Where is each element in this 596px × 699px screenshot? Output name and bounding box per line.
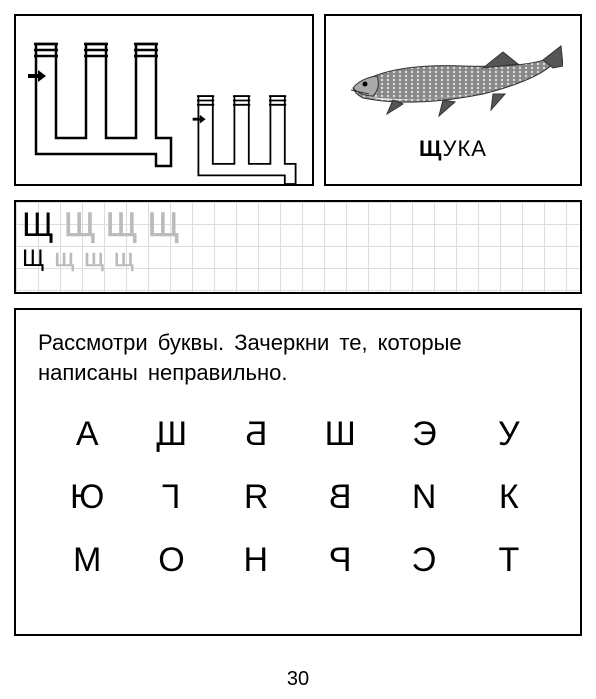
instruction-line-1: Рассмотри буквы. Зачеркни те, которые: [38, 330, 462, 355]
handwriting-grid: Щ Щ Щ Щ Щ щ щ щ: [14, 200, 582, 294]
grid-dotted: щ: [55, 245, 75, 273]
tracing-panel: [14, 14, 314, 186]
grid-dotted: Щ: [64, 206, 96, 245]
letter-cell: А: [50, 415, 124, 454]
instruction-line-2: написаны неправильно.: [38, 360, 287, 385]
letter-cell: Э: [387, 415, 461, 454]
letter-cell: Г: [134, 478, 208, 517]
page-number: 30: [287, 668, 309, 691]
letter-cell: Ш: [303, 415, 377, 454]
letter-cell: С: [387, 541, 461, 580]
letter-cell: К: [472, 478, 546, 517]
letter-cell: В: [303, 478, 377, 517]
fish-label-rest: УКА: [442, 136, 486, 161]
letter-cell: И: [387, 478, 461, 517]
fish-label: ЩУКА: [419, 136, 487, 162]
grid-dotted: Щ: [106, 206, 138, 245]
letter-cell: Я: [219, 478, 293, 517]
letter-cell: О: [134, 541, 208, 580]
letter-cell: Ю: [50, 478, 124, 517]
letter-cell: У: [472, 415, 546, 454]
fish-label-bold: Щ: [419, 136, 442, 161]
grid-solid-2: Щ: [22, 245, 45, 273]
grid-dotted: Щ: [148, 206, 180, 245]
grid-dotted: щ: [84, 245, 104, 273]
letter-cell: Т: [472, 541, 546, 580]
letter-cell: Н: [219, 541, 293, 580]
letter-tracing-svg: [16, 16, 316, 188]
letter-cell: М: [50, 541, 124, 580]
pike-fish-illustration: [343, 38, 563, 128]
exercise-panel: Рассмотри буквы. Зачеркни те, которые на…: [14, 308, 582, 636]
letter-cell: Щ: [134, 415, 208, 454]
grid-dotted: щ: [114, 245, 134, 273]
instruction-text: Рассмотри буквы. Зачеркни те, которые на…: [38, 328, 558, 387]
fish-panel: ЩУКА: [324, 14, 582, 186]
letter-cell: Б: [219, 415, 293, 454]
grid-solid-1: Щ: [22, 206, 54, 245]
letter-grid: АЩБШЭУ ЮГЯВИК МОНРСТ: [38, 415, 558, 580]
letter-cell: Р: [303, 541, 377, 580]
